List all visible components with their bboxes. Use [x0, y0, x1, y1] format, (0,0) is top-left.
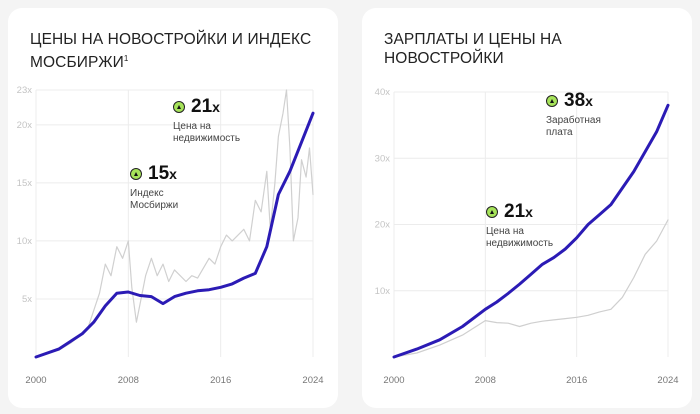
series-line-primary: [392, 103, 670, 359]
annotation-suffix: x: [169, 166, 177, 182]
annotation-suffix: x: [525, 204, 533, 220]
y-tick-label: 40x: [375, 87, 391, 98]
annotation-label: Заработная: [546, 115, 601, 126]
chart-title-text: ЦЕНЫ НА НОВОСТРОЙКИ И ИНДЕКС МОСБИРЖИ: [30, 31, 312, 72]
annotation-label: недвижимость: [486, 238, 554, 249]
annotation-value: 38: [564, 90, 586, 111]
up-arrow-icon: [486, 206, 498, 218]
chart-card-salaries-prices: ЗАРПЛАТЫ И ЦЕНЫ НА НОВОСТРОЙКИ 10x 20x 30x…: [362, 8, 692, 408]
annotation-salary: 38 x Заработная плата: [546, 90, 601, 139]
series-line-secondary: [35, 89, 314, 358]
y-tick-label: 5x: [22, 294, 32, 305]
series-line-primary: [34, 111, 315, 359]
annotation-label: Цена на: [173, 121, 211, 132]
x-tick-label: 2008: [475, 375, 496, 386]
line-chart: 10x 20x 30x 40x 2000 2008 2016 2024: [375, 87, 679, 386]
x-tick-label: 2008: [118, 375, 139, 386]
chart-title: ЗАРПЛАТЫ И ЦЕНЫ НА НОВОСТРОЙКИ: [384, 31, 562, 67]
annotation-label: Индекс: [130, 188, 164, 199]
annotation-label: недвижимость: [173, 133, 241, 144]
annotation-label: плата: [546, 127, 573, 138]
chart-card-prices-moex: ЦЕНЫ НА НОВОСТРОЙКИ И ИНДЕКС МОСБИРЖИ1 5…: [8, 8, 338, 408]
annotation-suffix: x: [212, 99, 220, 115]
annotation-value: 21: [504, 201, 526, 222]
annotation-real-estate: 21 x Цена на недвижимость: [486, 201, 553, 250]
y-tick-label: 30x: [375, 153, 391, 164]
y-tick-label: 10x: [375, 286, 391, 297]
y-tick-label: 10x: [17, 236, 33, 247]
x-tick-label: 2000: [383, 375, 404, 386]
annotation-value: 21: [191, 96, 213, 117]
x-tick-label: 2000: [25, 375, 46, 386]
y-tick-label: 20x: [375, 220, 391, 231]
annotation-suffix: x: [585, 93, 593, 109]
up-arrow-icon: [130, 168, 142, 180]
annotation-label: Цена на: [486, 226, 524, 237]
annotation-moex: 15 x Индекс Мосбиржи: [130, 163, 178, 212]
annotation-label: Мосбиржи: [130, 200, 179, 211]
y-tick-label: 23x: [17, 85, 33, 96]
annotation-value: 15: [148, 163, 170, 184]
x-tick-label: 2024: [657, 375, 678, 386]
annotation-real-estate: 21 x Цена на недвижимость: [173, 96, 240, 145]
up-arrow-icon: [546, 95, 558, 107]
y-tick-label: 15x: [17, 178, 33, 189]
x-tick-label: 2016: [566, 375, 587, 386]
series-line-secondary: [393, 219, 669, 358]
chart-title: ЦЕНЫ НА НОВОСТРОЙКИ И ИНДЕКС МОСБИРЖИ1: [30, 30, 330, 72]
up-arrow-icon: [173, 101, 185, 113]
x-tick-label: 2024: [302, 375, 323, 386]
y-tick-label: 20x: [17, 120, 33, 131]
footnote-marker: 1: [123, 54, 129, 63]
x-tick-label: 2016: [210, 375, 231, 386]
